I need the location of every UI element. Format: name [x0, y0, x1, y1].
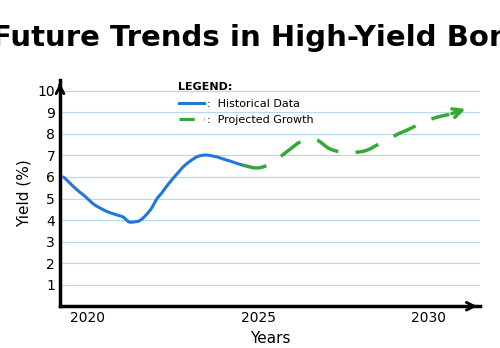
Legend: :  Historical Data, :  Projected Growth: : Historical Data, : Projected Growth	[175, 95, 318, 129]
X-axis label: Years: Years	[250, 331, 290, 346]
Text: Future Trends in High-Yield Bonds: Future Trends in High-Yield Bonds	[0, 24, 500, 52]
Text: LEGEND:: LEGEND:	[178, 82, 232, 92]
Y-axis label: Yield (%): Yield (%)	[17, 159, 32, 227]
